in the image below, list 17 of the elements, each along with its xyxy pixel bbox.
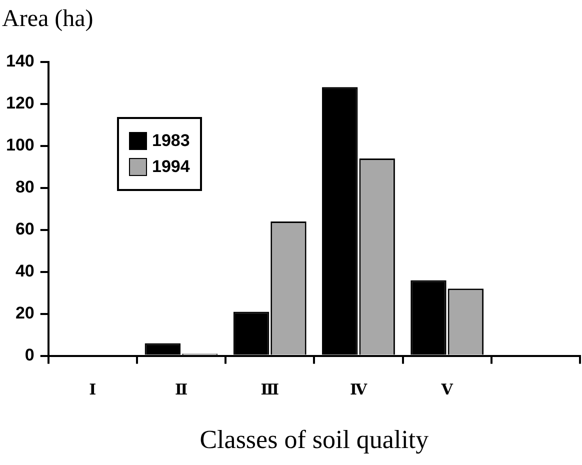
y-axis-title: Area (ha) (2, 6, 94, 33)
x-tick-label: Ⅴ (440, 380, 454, 399)
x-axis-title: Classes of soil quality (200, 425, 429, 454)
x-tick-label: Ⅱ (174, 380, 188, 399)
legend-label: 1994 (152, 157, 190, 177)
x-tick-label: Ⅳ (350, 380, 368, 399)
y-tick-label: 140 (6, 52, 34, 71)
y-tick-label: 40 (15, 262, 34, 281)
y-tick-label: 20 (15, 304, 34, 323)
y-tick-label: 120 (6, 94, 34, 113)
y-tick-label: 100 (6, 136, 34, 155)
x-tick-label: Ⅰ (89, 380, 96, 399)
x-tick-label: Ⅲ (260, 380, 280, 399)
y-tick-label: 80 (15, 178, 34, 197)
y-tick-label: 0 (24, 345, 34, 364)
legend-label: 1983 (152, 131, 190, 151)
y-tick-label: 60 (15, 220, 34, 239)
